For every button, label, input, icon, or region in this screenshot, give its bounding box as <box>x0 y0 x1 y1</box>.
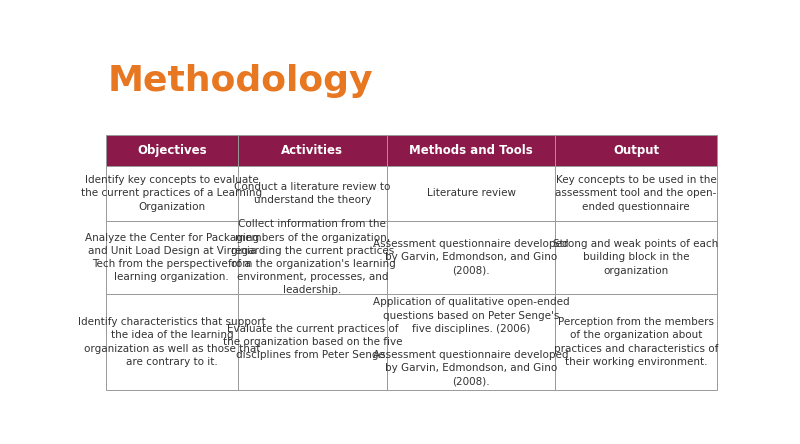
Text: Literature review: Literature review <box>426 188 515 198</box>
Bar <box>387 221 555 294</box>
Text: Identify key concepts to evaluate
the current practices of a Learning
Organizati: Identify key concepts to evaluate the cu… <box>82 175 262 212</box>
Bar <box>238 166 387 221</box>
Bar <box>238 221 387 294</box>
Text: Assessment questionnaire developed
by Garvin, Edmondson, and Gino
(2008).: Assessment questionnaire developed by Ga… <box>374 239 569 276</box>
Text: Evaluate the current practices of
the organization based on the five
disciplines: Evaluate the current practices of the or… <box>222 324 402 360</box>
Text: Conduct a literature review to
understand the theory: Conduct a literature review to understan… <box>234 182 390 205</box>
Text: Methods and Tools: Methods and Tools <box>410 144 533 157</box>
Bar <box>106 221 238 294</box>
Bar <box>106 166 238 221</box>
Text: Activities: Activities <box>282 144 343 157</box>
Text: Objectives: Objectives <box>137 144 206 157</box>
Bar <box>555 166 717 221</box>
Text: Methodology: Methodology <box>108 63 374 98</box>
Text: Identify characteristics that support
the idea of the learning
organization as w: Identify characteristics that support th… <box>78 317 266 367</box>
Bar <box>555 221 717 294</box>
Text: Output: Output <box>613 144 659 157</box>
Bar <box>238 294 387 390</box>
Text: Analyze the Center for Packaging
and Unit Load Design at Virginia
Tech from the : Analyze the Center for Packaging and Uni… <box>85 233 259 282</box>
Bar <box>387 135 555 166</box>
Bar <box>555 294 717 390</box>
Bar <box>387 166 555 221</box>
Bar <box>238 135 387 166</box>
Text: Strong and weak points of each
building block in the
organization: Strong and weak points of each building … <box>554 239 718 276</box>
Bar <box>387 294 555 390</box>
Text: Application of qualitative open-ended
questions based on Peter Senge's
five disc: Application of qualitative open-ended qu… <box>373 297 570 387</box>
Bar <box>106 135 238 166</box>
Text: Key concepts to be used in the
assessment tool and the open-
ended questionnaire: Key concepts to be used in the assessmen… <box>555 175 717 212</box>
Bar <box>106 294 238 390</box>
Text: Perception from the members
of the organization about
practices and characterist: Perception from the members of the organ… <box>554 317 718 367</box>
Text: Collect information from the
members of the organization,
regarding the current : Collect information from the members of … <box>229 219 396 295</box>
Bar <box>555 135 717 166</box>
